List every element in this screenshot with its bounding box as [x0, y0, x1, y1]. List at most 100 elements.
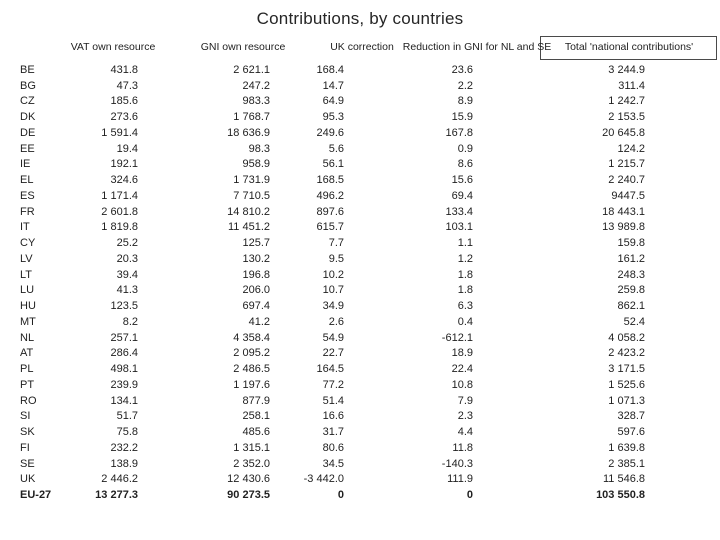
- total-contributions-cell: 2 385.1: [608, 457, 645, 470]
- table-row: FR 2 601.8 14 810.2 897.6 133.4 18 443.1: [20, 204, 660, 220]
- total-contributions-cell: 1 215.7: [608, 158, 645, 171]
- gni-own-resource-cell: 2 621.1: [233, 63, 270, 76]
- table-row: FI 232.2 1 315.1 80.6 11.8 1 639.8: [20, 440, 660, 456]
- gni-own-resource-cell: 130.2: [242, 252, 270, 265]
- country-code-cell: SK: [20, 426, 35, 439]
- total-contributions-cell: 20 645.8: [602, 126, 645, 139]
- reduction-gni-cell: 69.4: [451, 189, 473, 202]
- reduction-gni-cell: 1.8: [457, 284, 473, 297]
- reduction-gni-cell: 15.6: [451, 174, 473, 187]
- total-contributions-cell: 11 546.8: [602, 473, 645, 486]
- table-row: DE 1 591.4 18 636.9 249.6 167.8 20 645.8: [20, 125, 660, 141]
- country-code-cell: EE: [20, 142, 35, 155]
- gni-own-resource-cell: 1 768.7: [233, 111, 270, 124]
- total-contributions-cell: 13 989.8: [602, 221, 645, 234]
- country-code-cell: SI: [20, 410, 31, 423]
- reduction-gni-cell: 1.1: [457, 237, 473, 250]
- total-contributions-cell: 311.4: [618, 79, 645, 92]
- vat-own-resource-cell: 324.6: [110, 174, 138, 187]
- reduction-gni-cell: -140.3: [441, 457, 473, 470]
- vat-own-resource-cell: 8.2: [122, 315, 138, 328]
- vat-own-resource-cell: 1 171.4: [101, 189, 138, 202]
- gni-own-resource-cell: 983.3: [242, 95, 270, 108]
- gni-own-resource-cell: 485.6: [242, 426, 270, 439]
- uk-correction-cell: 51.4: [322, 394, 344, 407]
- table-row: PT 239.9 1 197.6 77.2 10.8 1 525.6: [20, 377, 660, 393]
- country-code-cell: IE: [20, 158, 31, 171]
- vat-own-resource-cell: 498.1: [110, 363, 138, 376]
- vat-own-resource-cell: 232.2: [110, 441, 138, 454]
- gni-own-resource-cell: 90 273.5: [227, 489, 270, 502]
- total-contributions-cell: 124.2: [617, 142, 645, 155]
- total-contributions-cell: 597.6: [617, 426, 645, 439]
- uk-correction-cell: 10.2: [322, 268, 344, 281]
- uk-correction-cell: 164.5: [316, 363, 344, 376]
- reduction-gni-cell: 23.6: [451, 63, 473, 76]
- vat-own-resource-cell: 20.3: [116, 252, 138, 265]
- vat-own-resource-cell: 75.8: [116, 426, 138, 439]
- country-code-cell: PT: [20, 378, 35, 391]
- gni-own-resource-cell: 247.2: [242, 79, 270, 92]
- table-row: SK 75.8 485.6 31.7 4.4 597.6: [20, 424, 660, 440]
- total-contributions-cell: 1 639.8: [608, 441, 645, 454]
- vat-own-resource-cell: 185.6: [110, 95, 138, 108]
- uk-correction-cell: 5.6: [328, 142, 344, 155]
- total-contributions-cell: 1 525.6: [608, 378, 645, 391]
- vat-own-resource-cell: 2 601.8: [101, 205, 138, 218]
- reduction-gni-cell: 6.3: [457, 300, 473, 313]
- total-contributions-cell: 9447.5: [611, 189, 645, 202]
- vat-own-resource-cell: 25.2: [116, 237, 138, 250]
- total-contributions-cell: 161.2: [617, 252, 645, 265]
- table-row: BG 47.3 247.2 14.7 2.2 311.4: [20, 78, 660, 94]
- vat-own-resource-cell: 431.8: [110, 63, 138, 76]
- uk-correction-cell: 22.7: [322, 347, 344, 360]
- country-code-cell: LT: [20, 268, 33, 281]
- table-total-row: EU-27 13 277.3 90 273.5 0 0 103 550.8: [20, 487, 660, 503]
- reduction-gni-cell: 167.8: [445, 126, 473, 139]
- vat-own-resource-cell: 47.3: [116, 79, 138, 92]
- country-code-cell: BE: [20, 63, 35, 76]
- total-contributions-cell: 3 244.9: [608, 63, 645, 76]
- table-row: PL 498.1 2 486.5 164.5 22.4 3 171.5: [20, 361, 660, 377]
- column-header-total: Total 'national contributions': [564, 41, 694, 53]
- uk-correction-cell: 249.6: [316, 126, 344, 139]
- country-code-cell: DE: [20, 126, 36, 139]
- country-code-cell: HU: [20, 300, 36, 313]
- country-code-cell: SE: [20, 457, 35, 470]
- gni-own-resource-cell: 11 451.2: [227, 221, 270, 234]
- vat-own-resource-cell: 13 277.3: [95, 489, 138, 502]
- country-code-cell: CZ: [20, 95, 35, 108]
- vat-own-resource-cell: 273.6: [110, 111, 138, 124]
- gni-own-resource-cell: 958.9: [242, 158, 270, 171]
- vat-own-resource-cell: 39.4: [116, 268, 138, 281]
- reduction-gni-cell: 1.8: [457, 268, 473, 281]
- table-row: IE 192.1 958.9 56.1 8.6 1 215.7: [20, 157, 660, 173]
- reduction-gni-cell: 111.9: [447, 473, 473, 486]
- gni-own-resource-cell: 1 197.6: [233, 378, 270, 391]
- country-code-cell: MT: [20, 315, 36, 328]
- uk-correction-cell: 54.9: [322, 331, 344, 344]
- table-row: LT 39.4 196.8 10.2 1.8 248.3: [20, 267, 660, 283]
- gni-own-resource-cell: 206.0: [242, 284, 270, 297]
- gni-own-resource-cell: 2 486.5: [233, 363, 270, 376]
- total-contributions-cell: 1 071.3: [608, 394, 645, 407]
- table-row: CY 25.2 125.7 7.7 1.1 159.8: [20, 235, 660, 251]
- country-code-cell: LU: [20, 284, 35, 297]
- vat-own-resource-cell: 1 819.8: [101, 221, 138, 234]
- table-row: SE 138.9 2 352.0 34.5 -140.3 2 385.1: [20, 456, 660, 472]
- vat-own-resource-cell: 2 446.2: [101, 473, 138, 486]
- table-row: HU 123.5 697.4 34.9 6.3 862.1: [20, 298, 660, 314]
- gni-own-resource-cell: 125.7: [242, 237, 270, 250]
- uk-correction-cell: 615.7: [316, 221, 344, 234]
- uk-correction-cell: 168.5: [316, 174, 344, 187]
- gni-own-resource-cell: 41.2: [248, 315, 270, 328]
- vat-own-resource-cell: 134.1: [110, 394, 138, 407]
- reduction-gni-cell: 8.9: [457, 95, 473, 108]
- country-code-cell: EL: [20, 174, 34, 187]
- gni-own-resource-cell: 258.1: [242, 410, 270, 423]
- country-code-cell: ES: [20, 189, 35, 202]
- column-header-gni: GNI own resource: [200, 41, 286, 53]
- table-row: MT 8.2 41.2 2.6 0.4 52.4: [20, 314, 660, 330]
- reduction-gni-cell: 2.3: [457, 410, 473, 423]
